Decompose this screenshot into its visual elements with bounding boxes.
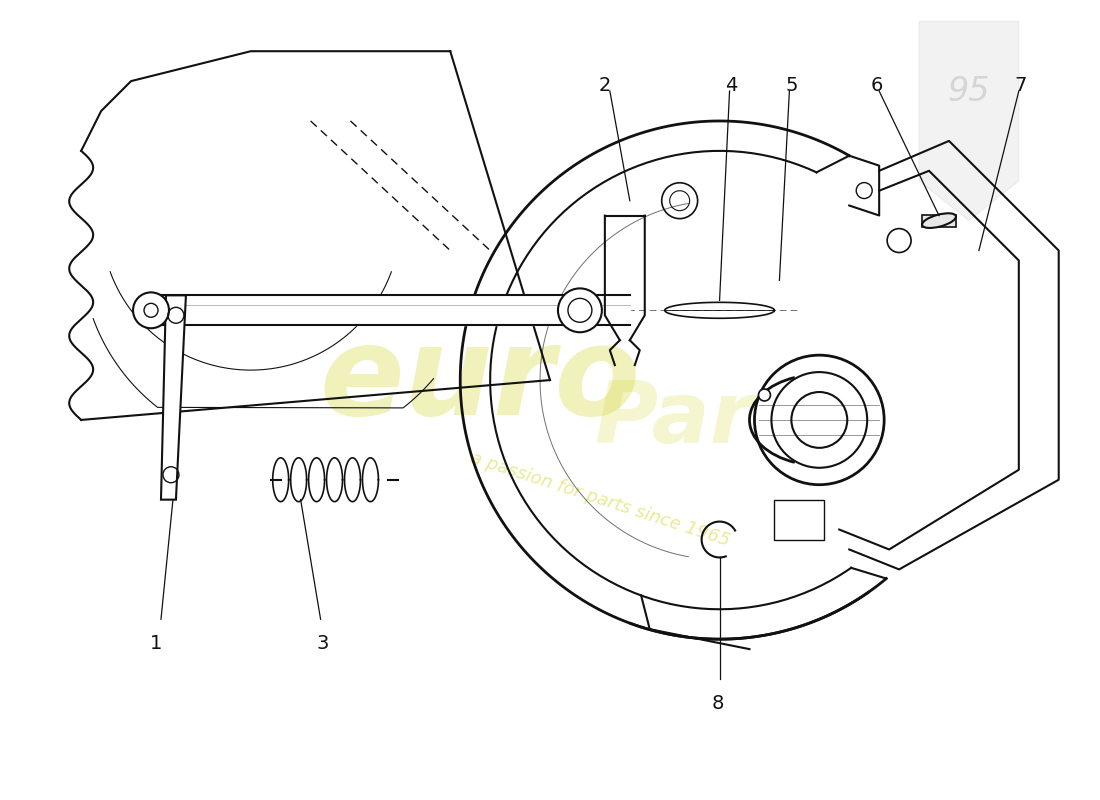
Text: 1: 1 [150,634,162,653]
Circle shape [755,355,884,485]
Text: euro: euro [320,319,641,441]
Circle shape [133,292,169,328]
Text: 8: 8 [712,694,724,713]
Bar [922,214,957,226]
Text: 2: 2 [598,76,611,95]
Circle shape [558,288,602,332]
Text: Parts: Parts [594,378,845,462]
Bar [774,500,824,539]
Text: 4: 4 [725,76,738,95]
Polygon shape [161,295,186,500]
Circle shape [759,389,770,401]
Ellipse shape [922,214,956,228]
Polygon shape [920,22,1019,221]
Text: 95: 95 [948,74,990,107]
Text: 7: 7 [1014,76,1027,95]
Text: a passion for parts since 1965: a passion for parts since 1965 [468,449,732,550]
Text: 5: 5 [785,76,798,95]
Text: 6: 6 [871,76,883,95]
Circle shape [791,392,847,448]
Text: 3: 3 [317,634,329,653]
